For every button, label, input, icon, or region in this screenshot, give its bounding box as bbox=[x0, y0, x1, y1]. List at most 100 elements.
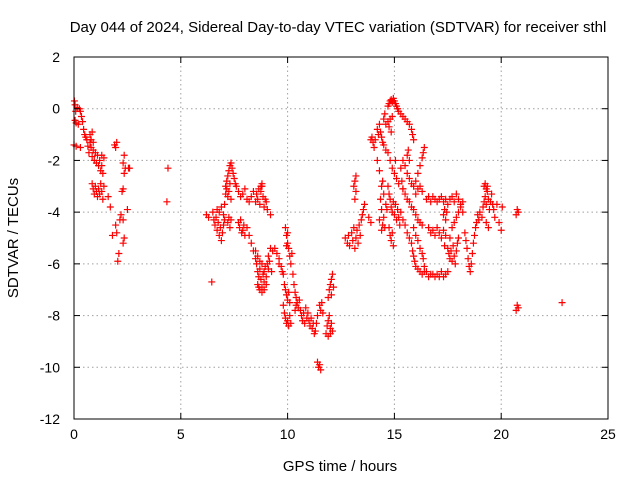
y-tick-label: -10 bbox=[40, 359, 60, 375]
data-point bbox=[98, 162, 106, 170]
data-point bbox=[403, 151, 411, 159]
x-tick-label: 20 bbox=[493, 426, 509, 442]
data-point bbox=[452, 190, 460, 198]
data-point bbox=[418, 250, 426, 258]
data-point bbox=[390, 169, 398, 177]
data-point bbox=[401, 162, 409, 170]
data-point bbox=[289, 270, 297, 278]
data-point bbox=[443, 208, 451, 216]
data-point bbox=[380, 213, 388, 221]
data-point bbox=[378, 133, 386, 141]
data-point bbox=[410, 206, 418, 214]
data-point bbox=[295, 296, 303, 304]
data-point bbox=[79, 118, 87, 126]
data-point bbox=[450, 198, 458, 206]
data-point bbox=[365, 213, 373, 221]
data-point bbox=[112, 144, 120, 151]
data-point bbox=[422, 268, 430, 276]
data-point bbox=[208, 278, 216, 286]
data-point bbox=[359, 206, 367, 214]
data-point bbox=[405, 175, 413, 183]
data-point bbox=[76, 144, 84, 151]
data-point bbox=[262, 273, 270, 281]
x-axis-label: GPS time / hours bbox=[283, 458, 397, 475]
data-point bbox=[304, 309, 312, 317]
y-tick-label: -12 bbox=[40, 411, 60, 427]
data-point bbox=[224, 172, 232, 180]
data-point bbox=[498, 203, 506, 211]
data-point bbox=[450, 252, 458, 260]
data-point bbox=[462, 237, 470, 245]
data-point bbox=[108, 231, 116, 239]
data-point bbox=[237, 216, 245, 224]
data-point bbox=[292, 301, 300, 309]
data-point bbox=[449, 242, 457, 250]
y-tick-label: -8 bbox=[48, 308, 61, 324]
data-point bbox=[119, 185, 127, 193]
data-point bbox=[405, 120, 413, 128]
data-point bbox=[411, 257, 419, 265]
data-point bbox=[279, 270, 287, 278]
data-point bbox=[290, 281, 298, 289]
data-point bbox=[483, 182, 491, 190]
data-point bbox=[404, 146, 412, 154]
data-point bbox=[280, 309, 288, 317]
data-point bbox=[285, 288, 293, 296]
data-point bbox=[410, 252, 418, 260]
data-point bbox=[482, 200, 490, 208]
data-point bbox=[466, 268, 474, 276]
data-point bbox=[215, 208, 223, 216]
data-point bbox=[457, 203, 465, 211]
data-point bbox=[217, 237, 225, 245]
data-point bbox=[442, 231, 450, 239]
data-point bbox=[316, 361, 324, 369]
data-point bbox=[356, 231, 364, 239]
data-point bbox=[352, 187, 360, 195]
data-point bbox=[260, 268, 268, 276]
data-point bbox=[319, 309, 327, 317]
data-point bbox=[558, 299, 566, 307]
data-point bbox=[267, 211, 275, 219]
data-point bbox=[256, 200, 264, 208]
data-point bbox=[260, 286, 268, 294]
plot-frame bbox=[73, 56, 609, 420]
data-point bbox=[120, 169, 128, 177]
data-point bbox=[448, 193, 456, 201]
data-point bbox=[384, 149, 392, 157]
data-point bbox=[214, 218, 222, 226]
data-point bbox=[351, 177, 359, 185]
data-point bbox=[106, 203, 114, 211]
data-point bbox=[385, 224, 393, 232]
data-point bbox=[401, 190, 409, 198]
y-tick-label: 0 bbox=[52, 101, 60, 117]
data-point bbox=[390, 211, 398, 219]
data-point bbox=[234, 187, 242, 195]
data-point bbox=[444, 268, 452, 276]
data-point bbox=[353, 226, 361, 234]
data-point bbox=[377, 128, 385, 136]
data-point bbox=[450, 218, 458, 226]
data-point bbox=[352, 234, 360, 242]
data-point bbox=[255, 283, 263, 291]
data-point bbox=[497, 226, 505, 234]
data-point bbox=[387, 203, 395, 211]
data-point bbox=[271, 244, 279, 252]
data-point bbox=[412, 231, 420, 239]
data-point bbox=[414, 169, 422, 177]
data-point bbox=[378, 226, 386, 234]
x-tick-label: 0 bbox=[70, 426, 78, 442]
data-point bbox=[431, 231, 439, 239]
data-point bbox=[227, 216, 235, 224]
data-point bbox=[355, 221, 363, 229]
data-point bbox=[226, 224, 234, 232]
data-point bbox=[119, 159, 127, 167]
data-point bbox=[218, 229, 226, 237]
data-point bbox=[212, 213, 220, 221]
data-point bbox=[230, 175, 238, 183]
data-point bbox=[327, 291, 335, 299]
x-tick-label: 5 bbox=[177, 426, 185, 442]
data-point bbox=[241, 185, 249, 193]
data-point bbox=[378, 182, 386, 190]
